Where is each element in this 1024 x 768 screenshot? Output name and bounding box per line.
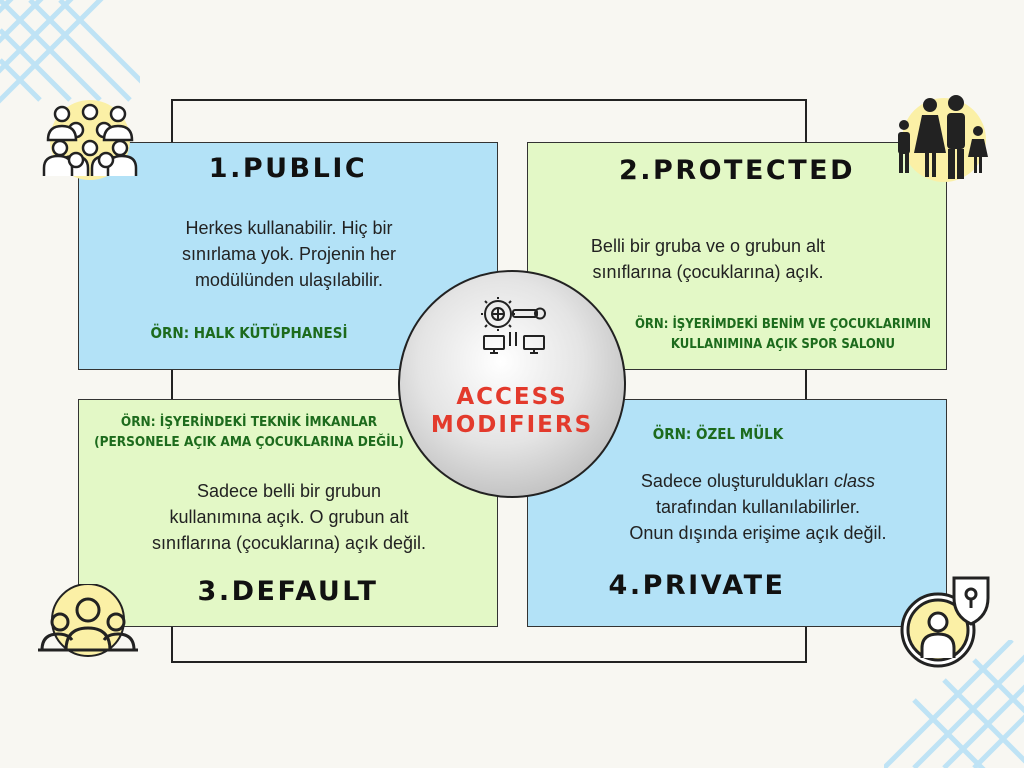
default-description: Sadece belli bir grubun kullanımına açık…: [99, 478, 479, 556]
access-modifiers-circle: ACCESS MODIFIERS: [398, 270, 626, 498]
default-desc-line: sınıflarına (çocuklarına) açık değil.: [151, 533, 427, 553]
default-example-line: (PERSONELE AÇIK AMA ÇOCUKLARINA DEĞİL): [94, 434, 404, 450]
group-icon: [38, 584, 138, 657]
default-desc-line: kullanımına açık. O grubun alt: [169, 507, 409, 527]
default-example: ÖRN: İŞYERİNDEKİ TEKNİK İMKANLAR (PERSON…: [79, 412, 419, 452]
default-card: ÖRN: İŞYERİNDEKİ TEKNİK İMKANLAR (PERSON…: [78, 399, 498, 627]
private-example: ÖRN: ÖZEL MÜLK: [652, 425, 784, 443]
private-user-lock-icon: [900, 576, 990, 668]
corner-grid-decoration-bottom-right: [884, 640, 1024, 768]
crowd-icon: [42, 100, 138, 180]
private-desc-class: class: [834, 471, 876, 491]
private-description: Sadece oluşturuldukları class tarafından…: [588, 468, 928, 546]
protected-example: ÖRN: İŞYERİMDEKİ BENİM VE ÇOCUKLARIMIN K…: [618, 315, 948, 355]
protected-desc-line: sınıflarına (çocuklarına) açık.: [592, 262, 824, 282]
private-title: 4.PRIVATE: [608, 570, 786, 601]
center-title-line1: ACCESS: [456, 384, 568, 410]
public-title: 1.PUBLIC: [208, 153, 368, 184]
protected-description: Belli bir gruba ve o grubun alt sınıflar…: [558, 233, 858, 285]
public-desc-line: Herkes kullanabilir. Hiç bir: [185, 218, 393, 238]
network-gear-key-icon: [481, 297, 546, 354]
public-example: ÖRN: HALK KÜTÜPHANESİ: [150, 324, 348, 342]
outer-frame: [171, 99, 807, 663]
public-desc-line: sınırlama yok. Projenin her: [181, 244, 397, 264]
center-title-line2: MODIFIERS: [430, 412, 594, 438]
private-card: ÖRN: ÖZEL MÜLK Sadece oluşturuldukları c…: [527, 399, 947, 627]
corner-grid-decoration-top-left: [0, 0, 140, 104]
private-desc-text: Sadece oluşturuldukları: [640, 471, 835, 491]
default-example-line: ÖRN: İŞYERİNDEKİ TEKNİK İMKANLAR: [120, 414, 378, 430]
default-title: 3.DEFAULT: [197, 576, 379, 607]
public-description: Herkes kullanabilir. Hiç bir sınırlama y…: [99, 215, 479, 293]
family-icon: [898, 95, 988, 182]
public-desc-line: modülünden ulaşılabilir.: [194, 270, 384, 290]
default-desc-line: Sadece belli bir grubun: [196, 481, 382, 501]
protected-example-line: ÖRN: İŞYERİMDEKİ BENİM VE ÇOCUKLARIMIN: [634, 317, 932, 332]
private-desc-line: Sadece oluşturuldukları class: [588, 468, 928, 494]
protected-title: 2.PROTECTED: [618, 155, 856, 186]
public-card: 1.PUBLIC Herkes kullanabilir. Hiç bir sı…: [78, 142, 498, 370]
protected-desc-line: Belli bir gruba ve o grubun alt: [590, 236, 826, 256]
private-desc-line: Onun dışında erişime açık değil.: [629, 523, 887, 543]
protected-example-line: KULLANIMINA AÇIK SPOR SALONU: [670, 337, 896, 352]
private-desc-line: tarafından kullanılabilirler.: [655, 497, 861, 517]
